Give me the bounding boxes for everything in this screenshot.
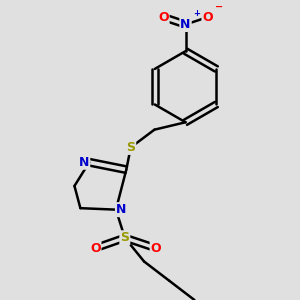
Text: −: − — [215, 2, 223, 12]
Text: S: S — [126, 141, 135, 154]
Text: N: N — [116, 203, 126, 216]
Text: S: S — [120, 231, 129, 244]
Text: O: O — [90, 242, 101, 255]
Text: O: O — [151, 242, 161, 255]
Text: N: N — [79, 156, 89, 169]
Text: N: N — [180, 18, 191, 31]
Text: +: + — [193, 9, 200, 18]
Text: O: O — [202, 11, 213, 24]
Text: O: O — [158, 11, 169, 24]
